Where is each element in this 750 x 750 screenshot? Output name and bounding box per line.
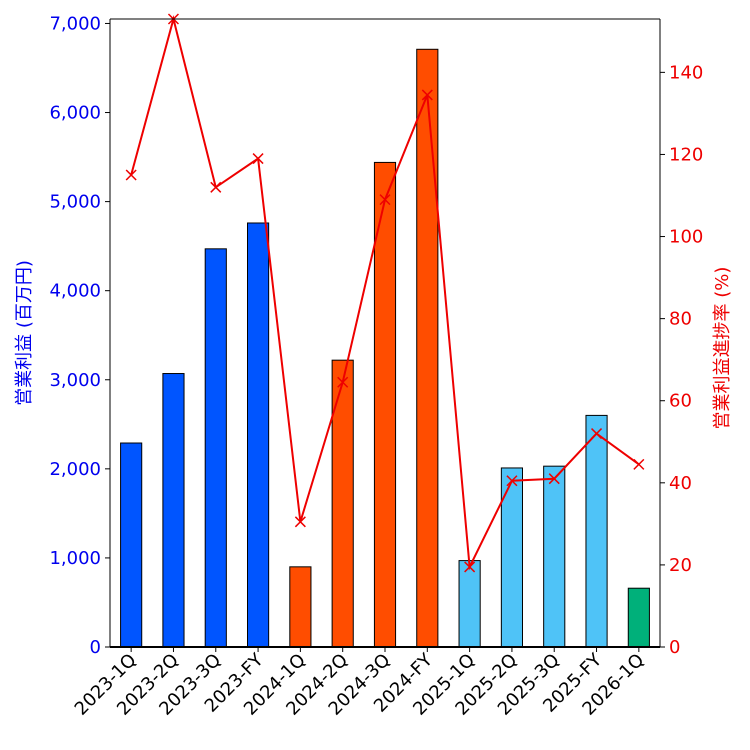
bar-2025-3Q [543, 465, 566, 648]
progress-marker-2023-3Q [210, 181, 222, 193]
y2-axis-title: 営業利益進捗率 (%) [712, 267, 733, 430]
progress-marker-2026-1Q [633, 458, 645, 470]
bar-2023-FY [247, 222, 270, 648]
left-tick-label: 4,000 [49, 281, 101, 302]
progress-marker-2025-3Q [548, 473, 560, 485]
progress-marker-2024-1Q [294, 516, 306, 528]
left-tick-label: 2,000 [49, 459, 101, 480]
progress-marker-2025-1Q [464, 561, 476, 573]
bar-2023-3Q [204, 248, 227, 648]
bar-2026-1Q [627, 587, 650, 648]
progress-marker-2025-2Q [506, 475, 518, 487]
left-tick-label: 1,000 [49, 548, 101, 569]
bar-2023-2Q [162, 373, 185, 648]
left-tick-label: 0 [90, 637, 101, 658]
progress-marker-2024-FY [421, 89, 433, 101]
right-tick-label: 120 [669, 144, 703, 165]
progress-marker-2023-1Q [125, 169, 137, 181]
bar-2025-1Q [458, 560, 481, 648]
left-tick-label: 6,000 [49, 103, 101, 124]
bar-2024-FY [416, 48, 439, 648]
right-tick-label: 40 [669, 473, 692, 494]
right-tick-label: 20 [669, 555, 692, 576]
right-tick-label: 100 [669, 227, 703, 248]
bar-2023-1Q [120, 442, 143, 648]
progress-marker-2024-2Q [337, 376, 349, 388]
left-tick-label: 7,000 [49, 13, 101, 34]
bar-2025-FY [585, 414, 608, 648]
right-tick-label: 140 [669, 62, 703, 83]
bar-2024-1Q [289, 566, 312, 648]
bar-2024-2Q [331, 359, 354, 648]
left-tick-label: 5,000 [49, 192, 101, 213]
progress-marker-2025-FY [591, 428, 603, 440]
progress-marker-2023-FY [252, 153, 264, 165]
right-tick-label: 60 [669, 391, 692, 412]
y-axis-title: 営業利益 (百万円) [14, 260, 35, 406]
left-tick-label: 3,000 [49, 370, 101, 391]
progress-marker-2024-3Q [379, 194, 391, 206]
right-tick-label: 0 [669, 637, 680, 658]
right-tick-label: 80 [669, 309, 692, 330]
